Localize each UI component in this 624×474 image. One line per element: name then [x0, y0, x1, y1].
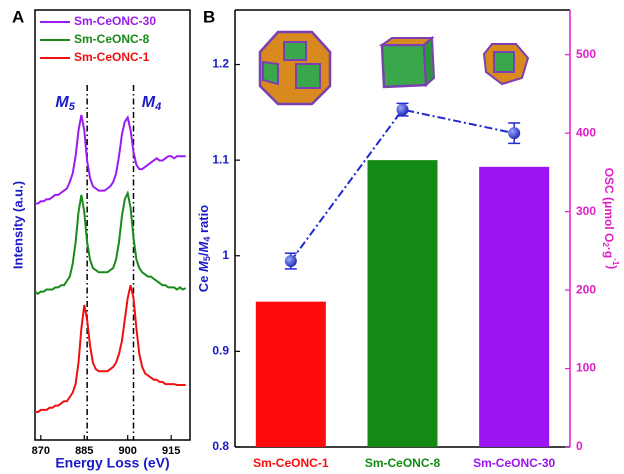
bar — [255, 301, 326, 447]
x-tick-label: 885 — [75, 445, 93, 457]
label-part: OSC (μmol O — [602, 168, 616, 243]
legend-label: Sm-CeONC-30 — [74, 14, 156, 28]
label-part: M — [196, 260, 211, 272]
x-tick-label: Sm-CeONC-30 — [473, 456, 555, 470]
label-part: 5 — [202, 256, 212, 261]
label-part: ) — [605, 265, 619, 269]
y2-tick-label: 100 — [576, 361, 596, 375]
crystal-image — [378, 35, 436, 89]
label-part: 4 — [202, 237, 212, 242]
panel-label: B — [203, 7, 215, 26]
y2-tick-label: 400 — [576, 125, 596, 139]
x-axis-label: Energy Loss (eV) — [55, 455, 169, 471]
label-part: 2 — [601, 242, 610, 247]
x-tick-label: 870 — [32, 445, 50, 457]
y2-tick-label: 300 — [576, 204, 596, 218]
x-tick-label: Sm-CeONC-8 — [365, 456, 441, 470]
spectrum-line — [35, 114, 186, 205]
label-part: M — [55, 94, 69, 111]
legend-label: Sm-CeONC-1 — [74, 50, 150, 64]
label-part: M — [196, 240, 211, 252]
spectrum-line — [35, 284, 186, 414]
y-tick-label: 1.1 — [212, 152, 229, 166]
y-tick-label: 0.8 — [212, 439, 229, 453]
y-axis-label: Intensity (a.u.) — [10, 181, 25, 269]
legend-label: Sm-CeONC-8 — [74, 32, 150, 46]
y-tick-label: 1 — [222, 248, 229, 262]
x-tick-label: Sm-CeONC-1 — [253, 456, 329, 470]
spectrum-line — [34, 190, 187, 296]
y-tick-label: 1.2 — [212, 57, 229, 71]
plot-frame — [34, 9, 191, 441]
data-point — [508, 127, 521, 140]
annotation: M4 — [142, 94, 161, 113]
x-tick-label: 915 — [162, 445, 180, 457]
y-axis-label: Ce M5/M4 ratio — [196, 205, 212, 292]
bar — [479, 166, 550, 447]
bar — [367, 160, 438, 448]
y2-axis-label: OSC (μmol O2·g-1) — [601, 168, 620, 270]
y-tick-label: 0.9 — [212, 344, 229, 358]
label-part: / — [196, 252, 211, 256]
label-part: Ce — [196, 272, 211, 292]
y2-tick-label: 200 — [576, 282, 596, 296]
label-part: -1 — [611, 258, 620, 266]
label-part: ·g — [602, 247, 616, 258]
label-part: M — [142, 94, 156, 111]
y2-tick-label: 500 — [576, 47, 596, 61]
label-part: ratio — [196, 205, 211, 237]
x-tick-label: 900 — [119, 445, 137, 457]
label-part: 4 — [154, 101, 161, 113]
annotation: M5 — [55, 94, 75, 113]
data-point — [284, 255, 297, 268]
crystal-image — [258, 30, 332, 106]
crystal-image — [482, 43, 530, 86]
panel-label: A — [12, 7, 24, 26]
y2-tick-label: 0 — [576, 439, 583, 453]
data-point — [396, 103, 409, 116]
label-part: 5 — [69, 101, 76, 113]
